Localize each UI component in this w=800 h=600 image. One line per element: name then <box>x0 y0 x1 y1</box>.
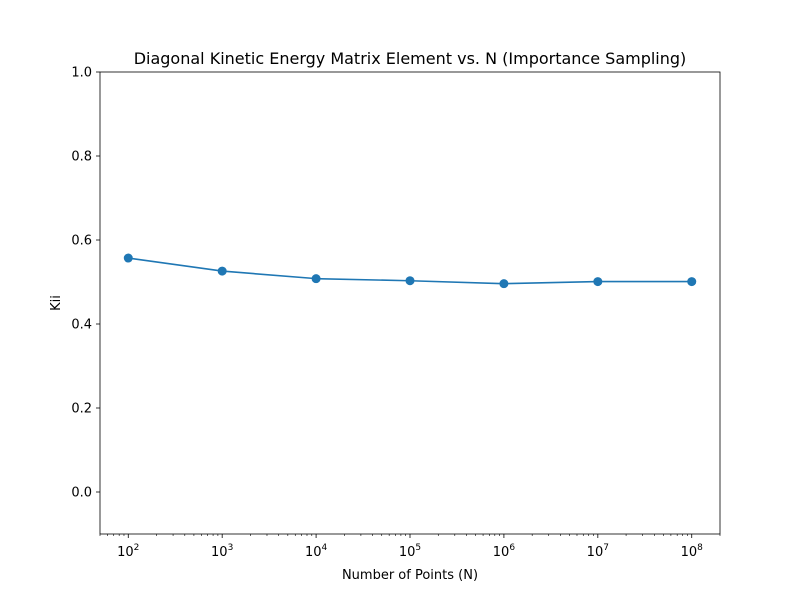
y-tick-label: 0.0 <box>71 486 92 501</box>
y-tick-label: 0.2 <box>71 402 92 417</box>
data-point <box>311 274 321 284</box>
x-minor-ticks <box>99 534 721 536</box>
y-axis: 0.0 0.2 0.4 0.6 0.8 1.0 <box>71 66 100 501</box>
data-point <box>405 276 415 286</box>
y-tick-label: 0.6 <box>71 234 92 249</box>
y-tick-label: 1.0 <box>71 66 92 81</box>
x-tick-label: 106 <box>493 543 516 560</box>
x-tick-label: 105 <box>399 543 421 560</box>
y-axis-label: Kii <box>49 295 64 311</box>
x-axis-label: Number of Points (N) <box>342 568 478 583</box>
chart-title: Diagonal Kinetic Energy Matrix Element v… <box>134 49 687 68</box>
x-tick-label: 108 <box>681 543 704 560</box>
y-tick-label: 0.8 <box>71 150 92 165</box>
data-point <box>499 279 509 289</box>
x-tick-label: 102 <box>117 543 139 560</box>
data-point <box>217 266 227 276</box>
y-tick-label: 0.4 <box>71 318 92 333</box>
data-point <box>123 253 133 263</box>
series-layer <box>123 253 697 289</box>
data-point <box>593 277 603 287</box>
x-tick-label: 104 <box>305 543 328 560</box>
data-point <box>687 277 697 287</box>
x-tick-label: 103 <box>211 543 233 560</box>
x-axis: 102 103 104 105 106 107 108 <box>117 534 703 560</box>
plot-area: 102 103 104 105 106 107 108 0.0 0.2 0.4 0.6 0.8 1.0 <box>71 66 721 560</box>
x-tick-label: 107 <box>587 543 609 560</box>
